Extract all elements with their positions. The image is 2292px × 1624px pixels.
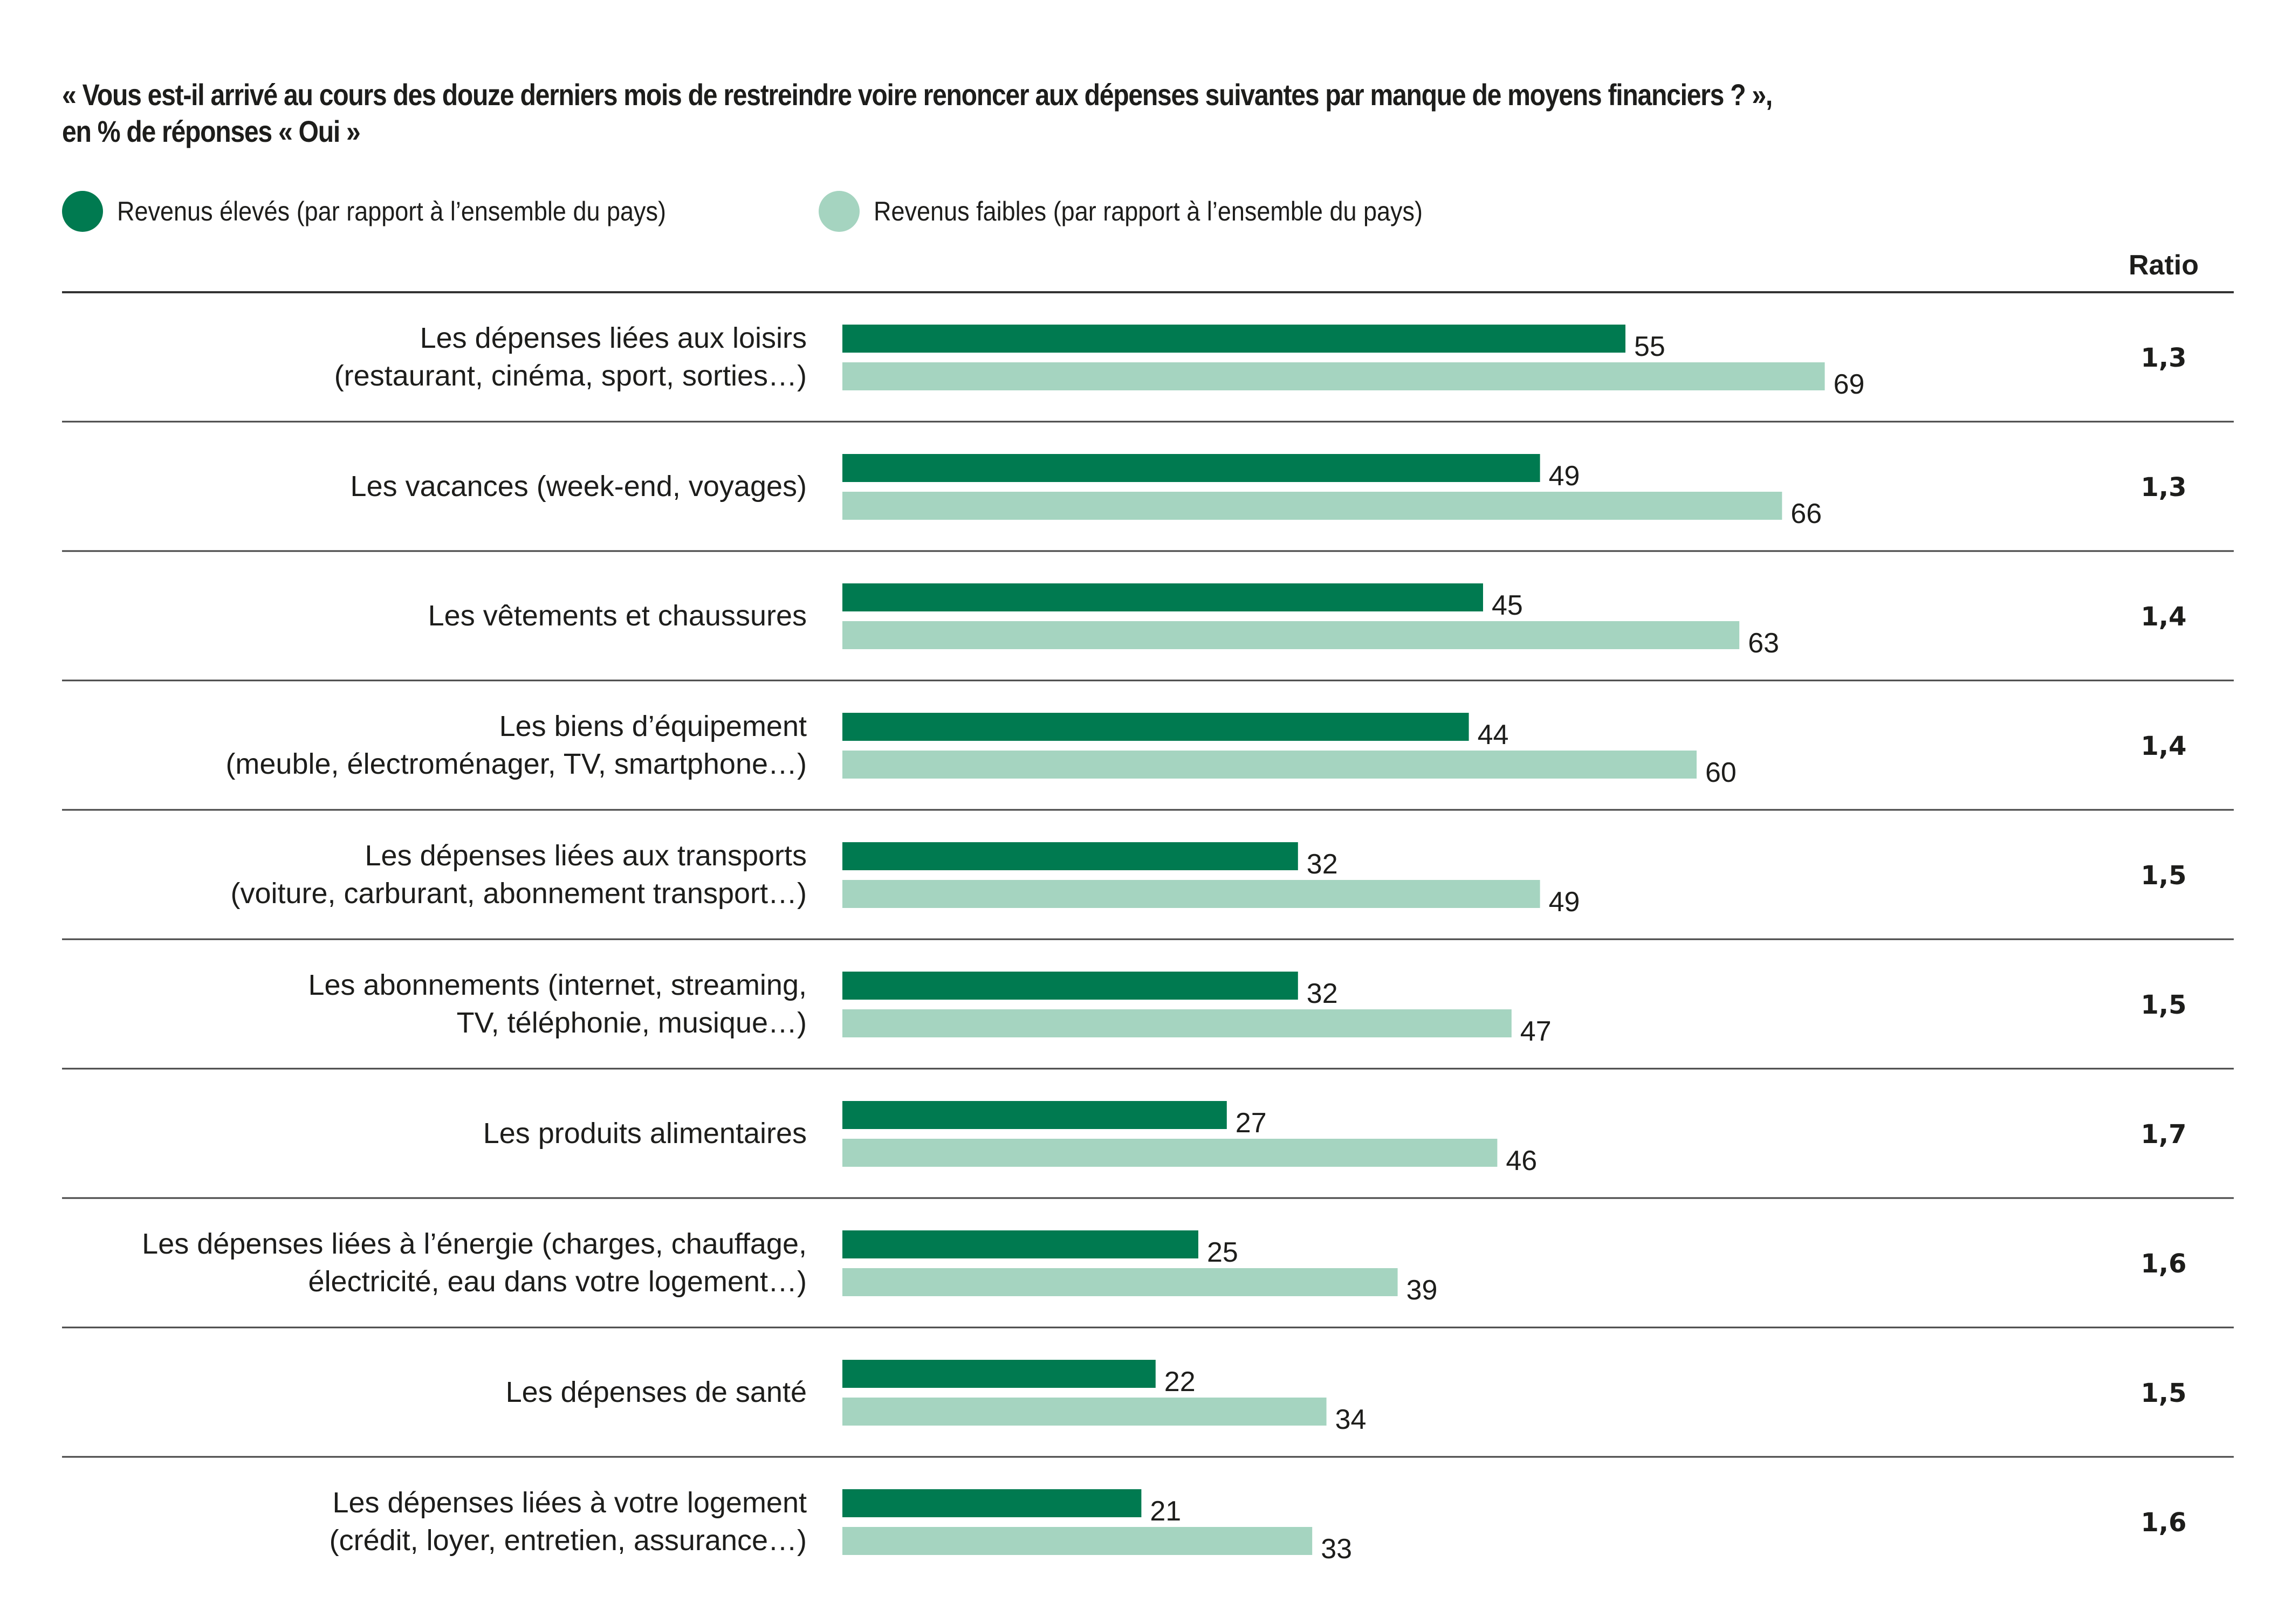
legend-item-high-income: Revenus élevés (par rapport à l’ensemble… (62, 191, 727, 232)
ratio-value: 1,5 (2140, 861, 2186, 891)
ratio-value: 1,7 (2140, 1119, 2186, 1150)
value-label-high-income: 32 (1307, 978, 1338, 1009)
value-label-high-income: 32 (1307, 849, 1338, 880)
ratio-value: 1,6 (2140, 1508, 2186, 1538)
value-label-high-income: 27 (1236, 1107, 1267, 1139)
legend-swatch-high-income (62, 191, 103, 232)
legend-label-high-income: Revenus élevés (par rapport à l’ensemble… (117, 196, 667, 226)
bar-high-income (842, 454, 1540, 482)
ratio-value: 1,3 (2140, 472, 2186, 503)
bar-low-income (842, 1268, 1398, 1296)
category-label: (voiture, carburant, abonnement transpor… (230, 877, 807, 910)
category-label: Les vacances (week-end, voyages) (351, 470, 807, 503)
ratio-value: 1,6 (2140, 1249, 2186, 1279)
value-label-low-income: 33 (1321, 1533, 1352, 1565)
chart-title-line-1: « Vous est-il arrivé au cours des douze … (62, 78, 1773, 112)
value-label-high-income: 45 (1492, 590, 1523, 621)
category-label: (crédit, loyer, entretien, assurance…) (330, 1524, 807, 1557)
legend: Revenus élevés (par rapport à l’ensemble… (62, 190, 1575, 233)
value-label-low-income: 34 (1335, 1404, 1367, 1435)
value-label-low-income: 39 (1406, 1275, 1438, 1306)
bar-high-income (842, 842, 1298, 870)
bar-low-income (842, 492, 1782, 520)
category-label: TV, téléphonie, musique…) (457, 1007, 807, 1039)
bar-low-income (842, 1009, 1512, 1037)
category-label: Les dépenses de santé (506, 1376, 807, 1408)
ratio-value: 1,4 (2140, 602, 2186, 632)
ratio-value: 1,5 (2140, 990, 2186, 1020)
category-label: Les produits alimentaires (483, 1117, 807, 1150)
category-label: Les biens d’équipement (499, 710, 807, 742)
bar-low-income (842, 880, 1540, 908)
value-label-low-income: 49 (1549, 886, 1580, 918)
category-label: Les abonnements (internet, streaming, (308, 969, 807, 1001)
value-label-high-income: 49 (1549, 460, 1580, 492)
bar-high-income (842, 1489, 1142, 1517)
bar-high-income (842, 713, 1469, 741)
category-label: Les vêtements et chaussures (428, 600, 807, 632)
category-label: Les dépenses liées à votre logement (332, 1487, 807, 1519)
chart-title-line-2: en % de réponses « Oui » (62, 114, 361, 148)
value-label-high-income: 22 (1164, 1366, 1196, 1398)
ratio-column-header: Ratio (2129, 250, 2199, 281)
bar-high-income (842, 1360, 1156, 1388)
bar-low-income (842, 621, 1740, 649)
legend-item-low-income: Revenus faibles (par rapport à l’ensembl… (819, 191, 1484, 232)
bar-high-income (842, 325, 1625, 353)
category-label: électricité, eau dans votre logement…) (308, 1265, 807, 1298)
value-label-low-income: 60 (1705, 757, 1737, 788)
value-label-high-income: 44 (1478, 719, 1509, 751)
bar-high-income (842, 1101, 1227, 1129)
bar-low-income (842, 1139, 1498, 1167)
ratio-value: 1,4 (2140, 731, 2186, 761)
category-label: Les dépenses liées aux loisirs (420, 322, 807, 354)
value-label-high-income: 55 (1634, 331, 1665, 362)
bar-low-income (842, 751, 1697, 779)
value-label-low-income: 47 (1520, 1016, 1552, 1047)
chart-title: « Vous est-il arrivé au cours des douze … (62, 77, 1917, 150)
bar-low-income (842, 362, 1825, 390)
category-label: Les dépenses liées à l’énergie (charges,… (142, 1228, 807, 1260)
legend-swatch-low-income (819, 191, 860, 232)
ratio-value: 1,3 (2140, 343, 2186, 373)
bar-high-income (842, 583, 1483, 611)
bar-low-income (842, 1527, 1313, 1555)
value-label-low-income: 46 (1506, 1145, 1537, 1176)
value-label-high-income: 25 (1207, 1237, 1238, 1268)
value-label-high-income: 21 (1150, 1496, 1181, 1527)
value-label-low-income: 66 (1790, 498, 1822, 529)
category-label: Les dépenses liées aux transports (365, 839, 807, 872)
category-label: (restaurant, cinéma, sport, sorties…) (334, 360, 807, 392)
category-label: (meuble, électroménager, TV, smartphone…… (225, 748, 807, 780)
ratio-value: 1,5 (2140, 1378, 2186, 1408)
value-label-low-income: 63 (1748, 628, 1779, 659)
bar-low-income (842, 1398, 1327, 1426)
bar-high-income (842, 972, 1298, 1000)
legend-label-low-income: Revenus faibles (par rapport à l’ensembl… (874, 196, 1423, 226)
value-label-low-income: 69 (1834, 369, 1865, 400)
bar-high-income (842, 1230, 1198, 1258)
